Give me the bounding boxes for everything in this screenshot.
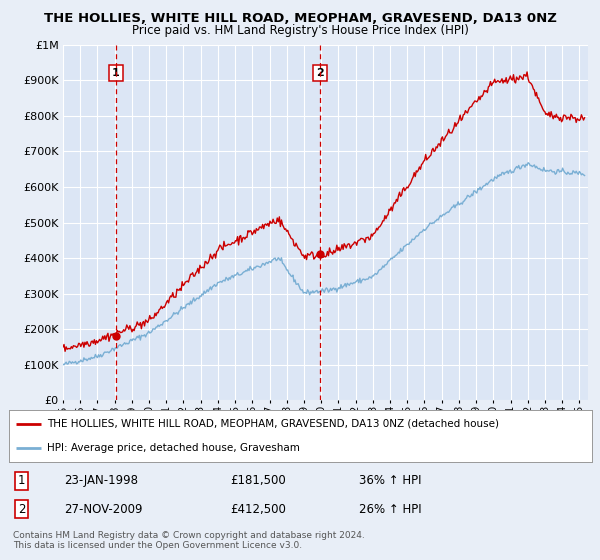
Text: £181,500: £181,500 [230,474,286,487]
Text: 36% ↑ HPI: 36% ↑ HPI [359,474,421,487]
Text: Contains HM Land Registry data © Crown copyright and database right 2024.
This d: Contains HM Land Registry data © Crown c… [13,531,365,550]
Text: 2: 2 [18,502,26,516]
Text: 1: 1 [112,68,120,78]
Text: 26% ↑ HPI: 26% ↑ HPI [359,502,422,516]
Text: 27-NOV-2009: 27-NOV-2009 [64,502,143,516]
Text: 2: 2 [316,68,323,78]
Text: £412,500: £412,500 [230,502,286,516]
Text: Price paid vs. HM Land Registry's House Price Index (HPI): Price paid vs. HM Land Registry's House … [131,24,469,36]
Text: 1: 1 [18,474,26,487]
Text: 23-JAN-1998: 23-JAN-1998 [64,474,139,487]
Text: THE HOLLIES, WHITE HILL ROAD, MEOPHAM, GRAVESEND, DA13 0NZ (detached house): THE HOLLIES, WHITE HILL ROAD, MEOPHAM, G… [47,419,499,429]
Text: THE HOLLIES, WHITE HILL ROAD, MEOPHAM, GRAVESEND, DA13 0NZ: THE HOLLIES, WHITE HILL ROAD, MEOPHAM, G… [44,12,556,25]
Text: HPI: Average price, detached house, Gravesham: HPI: Average price, detached house, Grav… [47,443,300,453]
